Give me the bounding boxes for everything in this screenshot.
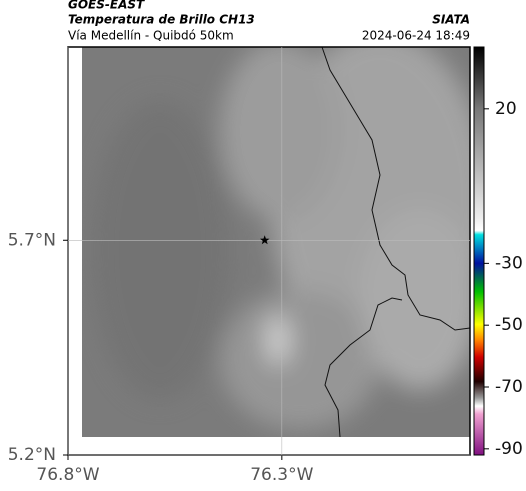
location-marker xyxy=(260,235,270,245)
x-tick-label: 76.3°W xyxy=(250,465,313,485)
datetime: 2024-06-24 18:49 xyxy=(362,29,470,43)
source: SIATA xyxy=(432,13,470,27)
satellite-image xyxy=(82,47,470,437)
colorbar-tick-label: 20 xyxy=(495,99,517,119)
y-tick-label: 5.7°N xyxy=(8,230,56,250)
title: GOES-EAST xyxy=(68,0,145,12)
colorbar-tick-label: -50 xyxy=(495,315,523,335)
colorbar-tick-label: -90 xyxy=(495,439,523,459)
colorbar-tick-label: -30 xyxy=(495,253,523,273)
colorbar xyxy=(473,46,485,456)
border xyxy=(321,46,471,331)
region: Vía Medellín - Quibdó 50km xyxy=(68,29,234,43)
subtitle: Temperatura de Brillo CH13 xyxy=(68,13,255,27)
x-tick-label: 76.8°W xyxy=(36,465,99,485)
colorbar-tick-label: -70 xyxy=(495,377,523,397)
border xyxy=(324,297,403,438)
y-tick-label: 5.2°N xyxy=(8,445,56,465)
